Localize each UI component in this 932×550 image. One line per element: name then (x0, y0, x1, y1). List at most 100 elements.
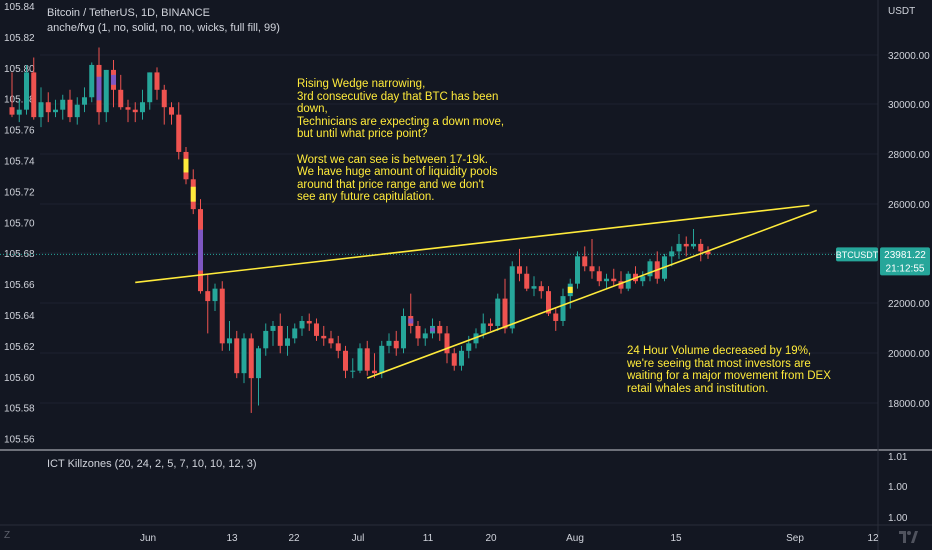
candle-body (263, 330, 269, 349)
candle (350, 358, 356, 379)
fvg-fill (408, 318, 414, 324)
candle (582, 246, 588, 272)
candle-body (575, 256, 580, 284)
candle-body (611, 278, 617, 282)
candle-body (38, 102, 44, 118)
candle (154, 67, 160, 100)
candle (96, 47, 102, 125)
candle-body (306, 320, 312, 324)
candle (321, 325, 327, 346)
candle (517, 248, 522, 282)
annotation-line: We have huge amount of liquidity pools (297, 166, 498, 179)
price-tag-symbol-bg (836, 247, 878, 262)
wedge-annotation[interactable]: Rising Wedge narrowing, 3rd consecutive d… (297, 78, 504, 204)
candle (691, 229, 696, 249)
right-axis-tick: 30000.00 (888, 100, 930, 111)
annotation-line: 3rd consecutive day that BTC has been (297, 90, 499, 103)
candle-body (45, 102, 51, 113)
right-axis-tick: 26000.00 (888, 200, 930, 211)
candle (553, 308, 559, 331)
candle-body (669, 251, 675, 257)
annotation-line: Worst we can see is between 17-19k. (297, 153, 488, 166)
candle (401, 308, 406, 354)
candle-body (372, 370, 377, 374)
time-axis-tick: 22 (288, 533, 300, 544)
candle-body (517, 266, 522, 274)
left-axis-tick: 105.60 (4, 373, 35, 384)
candle (488, 318, 493, 331)
left-axis-tick: 105.68 (4, 249, 35, 260)
price-tag (836, 247, 930, 276)
candle (183, 146, 189, 185)
candle (669, 246, 675, 267)
candle-body (118, 89, 124, 108)
candle (9, 72, 15, 118)
candle (538, 281, 544, 299)
fvg-fill (198, 229, 203, 271)
annotation-line: waiting for a major movement from DEX (627, 370, 831, 383)
candle-body (285, 338, 290, 346)
candle (335, 335, 341, 359)
candle (60, 94, 66, 120)
candle-body (364, 348, 370, 371)
price-tag-bg (880, 247, 930, 276)
legend: Bitcoin / TetherUS, 1D, BINANCE anche/fv… (47, 6, 280, 36)
candle (125, 99, 131, 123)
candle-body (205, 291, 211, 302)
candle-body (524, 273, 530, 289)
candle (292, 323, 298, 344)
candle (596, 266, 602, 287)
candle (364, 340, 370, 376)
candle-body (459, 350, 464, 366)
left-axis-tick: 105.56 (4, 435, 35, 446)
candle (248, 333, 254, 413)
candle (451, 348, 457, 371)
tradingview-logo-icon[interactable] (898, 528, 918, 546)
candle-body (451, 353, 457, 366)
candle-body (89, 64, 95, 98)
time-axis-tick: Sep (786, 533, 804, 544)
candle (306, 313, 312, 331)
time-axis-tick: Jun (140, 533, 156, 544)
oscillator-legend[interactable]: ICT Killzones (20, 24, 2, 5, 7, 10, 10, … (47, 458, 257, 470)
candle-body (292, 328, 298, 339)
candle-body (67, 99, 73, 118)
candle-body (256, 348, 261, 379)
symbol-title[interactable]: Bitcoin / TetherUS, 1D, BINANCE (47, 7, 211, 19)
time-axis-tick: 12 (867, 533, 879, 544)
candle (234, 330, 240, 379)
right-axis-tick: 28000.00 (888, 150, 930, 161)
candle-body (509, 266, 515, 329)
candle (328, 330, 334, 349)
candle-body (277, 325, 283, 346)
left-axis-tick: 105.84 (4, 2, 35, 13)
candle (698, 238, 704, 262)
indicator-legend[interactable]: anche/fvg (1, no, solid, no, no, wicks, … (47, 22, 280, 34)
annotation-line: Rising Wedge narrowing, (297, 78, 426, 90)
candle-body (328, 338, 334, 344)
annotation-line: around that price range and we don't (297, 178, 484, 191)
candle-body (161, 89, 167, 108)
candle (422, 328, 428, 346)
candle-body (437, 325, 443, 334)
candle (386, 333, 392, 354)
zoom-reset-icon[interactable]: Z (4, 530, 11, 541)
candle (161, 84, 167, 125)
candle (640, 271, 646, 287)
candle-body (31, 72, 37, 118)
candle-body (393, 340, 399, 349)
left-axis-tick: 105.62 (4, 342, 35, 353)
candle-body (103, 69, 109, 113)
candle (132, 102, 138, 123)
candle (314, 318, 319, 341)
candle-body (546, 291, 551, 314)
volume-annotation[interactable]: 24 Hour Volume decreased by 19%, we're se… (627, 345, 831, 395)
left-axis-tick: 105.74 (4, 157, 35, 168)
candle-body (154, 72, 160, 90)
candle-body (495, 298, 501, 326)
candle (647, 258, 653, 282)
candle-body (132, 109, 138, 113)
candle (24, 64, 29, 115)
candle (393, 330, 399, 356)
